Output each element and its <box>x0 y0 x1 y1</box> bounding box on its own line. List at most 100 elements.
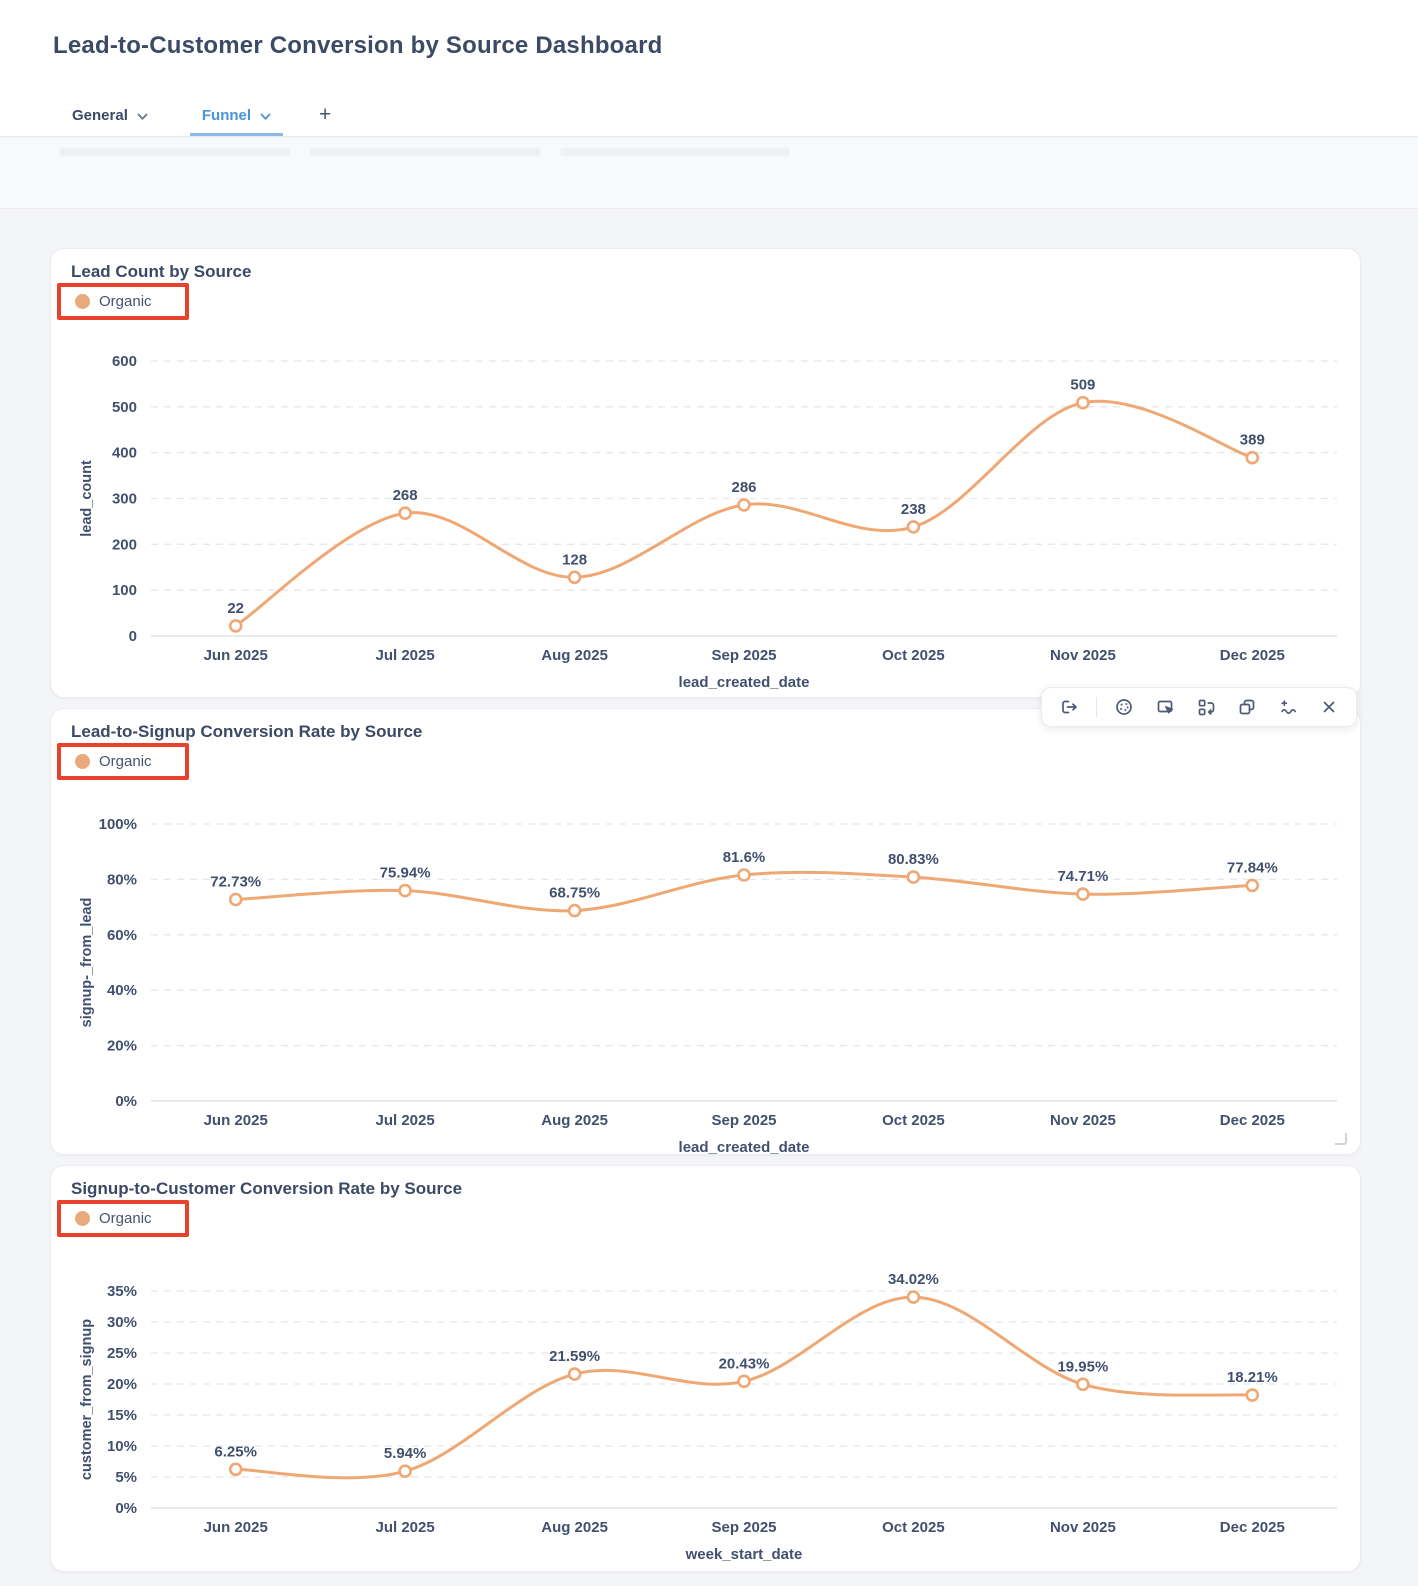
svg-text:0%: 0% <box>115 1093 137 1110</box>
data-points: 22 268 128 286 238 509 389 <box>227 377 1265 633</box>
svg-text:100: 100 <box>112 582 137 599</box>
svg-text:25%: 25% <box>107 1345 137 1362</box>
svg-text:20.43%: 20.43% <box>719 1355 770 1372</box>
data-points: 72.73% 75.94% 68.75% 81.6% 80.83% 74.71% 77.84… <box>210 849 1278 918</box>
add-line-icon <box>1281 700 1296 715</box>
svg-text:400: 400 <box>112 445 137 462</box>
toolbar-separator <box>1096 697 1097 717</box>
svg-text:128: 128 <box>562 551 587 568</box>
y-grid-and-ticks: 0% 5% 10% 15% 20% 25% 30% 35% <box>107 1283 1337 1517</box>
svg-text:Jul 2025: Jul 2025 <box>375 1519 434 1536</box>
swap-chart-button[interactable] <box>1189 692 1223 722</box>
lead-to-signup-card: Lead-to-Signup Conversion Rate by Source… <box>50 708 1362 1156</box>
svg-text:Sep 2025: Sep 2025 <box>711 1112 776 1129</box>
svg-text:Jun 2025: Jun 2025 <box>204 1112 268 1129</box>
tab-funnel[interactable]: Funnel <box>189 99 284 136</box>
svg-text:300: 300 <box>112 491 137 508</box>
svg-text:Sep 2025: Sep 2025 <box>711 647 776 664</box>
svg-text:Oct 2025: Oct 2025 <box>882 647 945 664</box>
placeholder-strip <box>60 148 290 156</box>
svg-text:Dec 2025: Dec 2025 <box>1220 1519 1285 1536</box>
signup-to-customer-chart[interactable]: 0% 5% 10% 15% 20% 25% 30% 35% Jun 2025 Jul 2025 Au… <box>51 1244 1362 1566</box>
legend-annotation-box: Organic <box>57 283 189 320</box>
x-axis-label: lead_created_date <box>679 674 810 691</box>
y-axis-label: customer_from_signup <box>79 1319 95 1480</box>
svg-text:81.6%: 81.6% <box>723 849 766 866</box>
svg-text:Aug 2025: Aug 2025 <box>541 1112 608 1129</box>
svg-text:500: 500 <box>112 399 137 416</box>
signup-to-customer-card: Signup-to-Customer Conversion Rate by So… <box>50 1165 1361 1572</box>
svg-text:Aug 2025: Aug 2025 <box>541 647 608 664</box>
chart-title: Lead-to-Signup Conversion Rate by Source <box>71 722 423 741</box>
svg-text:80%: 80% <box>107 871 137 888</box>
svg-text:60%: 60% <box>107 927 137 944</box>
svg-text:Oct 2025: Oct 2025 <box>882 1112 945 1129</box>
svg-text:509: 509 <box>1070 377 1095 394</box>
legend-dot <box>75 754 90 769</box>
svg-text:268: 268 <box>393 487 418 504</box>
x-ticks: Jun 2025 Jul 2025 Aug 2025 Sep 2025 Oct 2025… <box>204 1519 1285 1536</box>
svg-text:100%: 100% <box>99 816 137 833</box>
resize-handle[interactable] <box>1335 1133 1347 1145</box>
svg-text:77.84%: 77.84% <box>1227 859 1278 876</box>
filter-band <box>0 138 1418 209</box>
svg-text:20%: 20% <box>107 1038 137 1055</box>
svg-text:Jul 2025: Jul 2025 <box>375 647 434 664</box>
lead-count-chart[interactable]: 0 100 200 300 400 500 600 Jun 2025 Jul 2025 Aug 2… <box>51 329 1362 691</box>
legend-annotation-box: Organic <box>57 743 189 780</box>
svg-text:200: 200 <box>112 536 137 553</box>
page-title: Lead-to-Customer Conversion by Source Da… <box>53 32 663 59</box>
y-grid-and-ticks: 0% 20% 40% 60% 80% 100% <box>99 816 1337 1110</box>
tab-general-label: General <box>72 107 128 124</box>
svg-text:68.75%: 68.75% <box>549 885 600 902</box>
select-cursor-icon <box>1157 700 1174 714</box>
legend-label[interactable]: Organic <box>99 293 152 310</box>
svg-text:Dec 2025: Dec 2025 <box>1220 647 1285 664</box>
svg-text:75.94%: 75.94% <box>380 865 431 882</box>
x-axis-label: week_start_date <box>685 1546 803 1563</box>
add-tab-button[interactable]: + <box>319 103 332 126</box>
svg-text:80.83%: 80.83% <box>888 851 939 868</box>
svg-text:19.95%: 19.95% <box>1057 1358 1108 1375</box>
legend-annotation-box: Organic <box>57 1200 189 1237</box>
tab-general[interactable]: General <box>60 99 160 136</box>
close-icon <box>1323 701 1335 713</box>
x-ticks: Jun 2025 Jul 2025 Aug 2025 Sep 2025 Oct 2025… <box>204 1112 1285 1129</box>
svg-text:10%: 10% <box>107 1438 137 1455</box>
data-points: 6.25% 5.94% 21.59% 20.43% 34.02% 19.95% 18.21% <box>214 1271 1278 1478</box>
palette-icon <box>1116 699 1132 715</box>
legend-dot <box>75 1211 90 1226</box>
legend-label[interactable]: Organic <box>99 1210 152 1227</box>
close-toolbar-button[interactable] <box>1312 692 1346 722</box>
svg-text:600: 600 <box>112 353 137 370</box>
chart-title: Lead Count by Source <box>71 262 252 281</box>
duplicate-chart-button[interactable] <box>1230 692 1264 722</box>
chart-title: Signup-to-Customer Conversion Rate by So… <box>71 1179 463 1198</box>
legend-label[interactable]: Organic <box>99 753 152 770</box>
svg-text:Nov 2025: Nov 2025 <box>1050 1112 1116 1129</box>
svg-text:22: 22 <box>227 600 244 617</box>
add-series-button[interactable] <box>1271 692 1305 722</box>
svg-text:389: 389 <box>1240 432 1265 449</box>
select-mode-button[interactable] <box>1148 692 1182 722</box>
y-axis-label: signup-_from_lead <box>79 898 95 1028</box>
legend-dot <box>75 294 90 309</box>
lead-to-signup-chart[interactable]: 0% 20% 40% 60% 80% 100% Jun 2025 Jul 2025 Aug 20… <box>51 789 1362 1156</box>
svg-text:Nov 2025: Nov 2025 <box>1050 647 1116 664</box>
chart-toolbar <box>1041 687 1357 727</box>
svg-text:Jun 2025: Jun 2025 <box>204 647 268 664</box>
chevron-down-icon <box>260 113 271 121</box>
svg-text:18.21%: 18.21% <box>1227 1369 1278 1386</box>
export-chart-button[interactable] <box>1052 692 1086 722</box>
page-header: Lead-to-Customer Conversion by Source Da… <box>0 0 1418 137</box>
palette-button[interactable] <box>1107 692 1141 722</box>
svg-text:Sep 2025: Sep 2025 <box>711 1519 776 1536</box>
svg-text:0: 0 <box>129 628 137 645</box>
y-axis-label: lead_count <box>79 460 95 537</box>
duplicate-icon <box>1239 699 1255 715</box>
svg-text:Jun 2025: Jun 2025 <box>204 1519 268 1536</box>
svg-text:35%: 35% <box>107 1283 137 1300</box>
svg-text:286: 286 <box>731 479 756 496</box>
svg-text:40%: 40% <box>107 982 137 999</box>
svg-text:74.71%: 74.71% <box>1057 868 1108 885</box>
